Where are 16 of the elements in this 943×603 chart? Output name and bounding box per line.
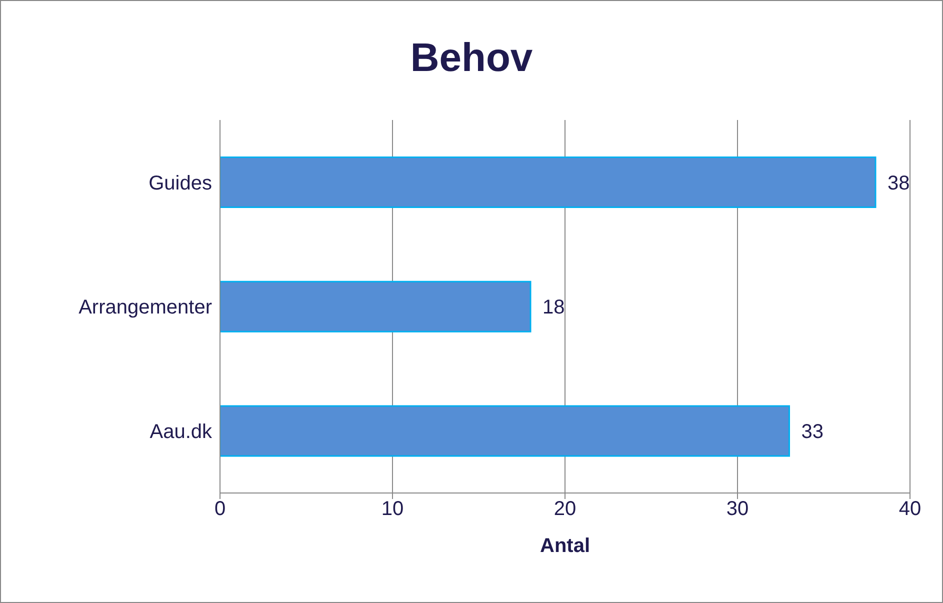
bar <box>220 280 532 332</box>
y-tick-label: Aau.dk <box>150 420 213 443</box>
chart-title: Behov <box>409 36 534 81</box>
x-axis-title: Antal <box>540 535 590 558</box>
x-tick-label: 20 <box>554 498 576 520</box>
x-tick-label: 30 <box>726 498 749 520</box>
x-tick-label: 40 <box>898 498 922 520</box>
x-tick-label: 0 <box>214 498 226 520</box>
data-label: 38 <box>888 172 910 194</box>
data-label: 33 <box>801 421 824 444</box>
bar <box>220 156 876 208</box>
x-tick-label: 10 <box>381 498 404 520</box>
y-tick-label: Guides <box>148 172 212 194</box>
bar <box>220 405 790 457</box>
y-tick-label: Arrangementer <box>78 296 212 319</box>
data-label: 18 <box>542 296 565 319</box>
